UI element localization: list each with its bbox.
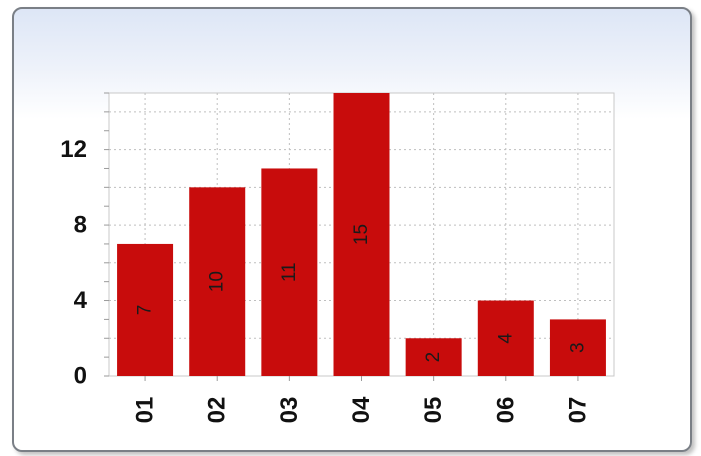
data-label: 4 <box>495 333 516 344</box>
y-tick-label: 0 <box>74 363 87 390</box>
x-tick-label: 03 <box>276 397 303 424</box>
axes <box>104 92 579 381</box>
data-label: 10 <box>207 271 228 292</box>
x-tick-label: 06 <box>492 397 519 424</box>
data-label: 7 <box>135 305 156 316</box>
y-tick-label: 4 <box>74 287 88 314</box>
x-tick-label: 05 <box>420 397 447 424</box>
data-label: 15 <box>351 224 372 245</box>
bar-01 <box>117 243 174 376</box>
x-tick-label: 07 <box>564 397 591 424</box>
data-label: 3 <box>567 342 588 353</box>
bar-02 <box>189 187 246 376</box>
x-tick-label: 01 <box>132 397 159 424</box>
bar-04 <box>333 93 390 376</box>
bar-03 <box>261 168 318 376</box>
bar-07 <box>549 319 606 376</box>
bars <box>117 93 606 376</box>
bar-06 <box>477 300 534 376</box>
y-tick-label: 8 <box>74 212 87 239</box>
bar-05 <box>405 338 462 376</box>
y-tick-label: 12 <box>60 136 87 163</box>
data-label: 11 <box>279 262 300 282</box>
data-label: 2 <box>423 352 444 363</box>
x-tick-label: 04 <box>348 396 375 423</box>
x-tick-label: 02 <box>204 397 231 424</box>
